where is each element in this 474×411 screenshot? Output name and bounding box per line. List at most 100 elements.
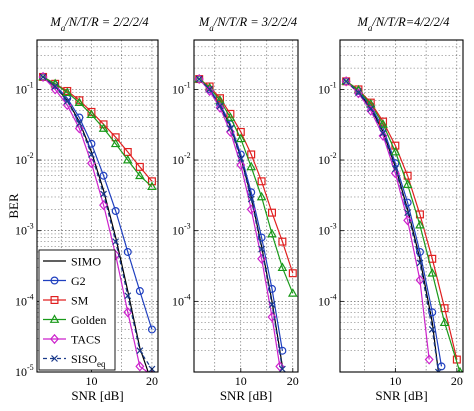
series-siso-point	[112, 238, 120, 246]
y-tick-label: 10	[318, 82, 330, 96]
x-tick-label: 20	[287, 374, 299, 388]
series-tacs-point	[50, 84, 60, 95]
series-tacs-line	[198, 78, 281, 367]
y-tick-label: 10	[318, 224, 330, 238]
y-tick-label: 10	[172, 82, 184, 96]
series-siso-point	[404, 209, 412, 217]
series-golden-point	[439, 317, 450, 327]
legend: SIMO G2 SM Golden TACS SISOeq	[38, 249, 116, 371]
series-golden-line	[42, 76, 153, 188]
series-golden-point	[415, 219, 425, 229]
series-siso-point	[258, 245, 266, 253]
series-tacs-point	[267, 311, 277, 323]
legend-golden-marker	[49, 314, 60, 323]
series-golden-point	[74, 97, 85, 107]
series-g2-point	[99, 171, 108, 180]
y-tick-label: 10	[172, 294, 184, 308]
series-golden-point	[38, 71, 48, 81]
series-sm-point	[135, 162, 144, 171]
series-golden-point	[147, 181, 157, 191]
series-tacs-point	[257, 253, 267, 264]
series-golden-point	[427, 268, 438, 277]
series-golden-point	[62, 87, 73, 97]
series-siso-point	[63, 97, 71, 105]
series-golden-point	[235, 133, 246, 143]
series-g2-point	[111, 206, 120, 215]
series-tacs-point	[215, 102, 225, 113]
series-siso-point	[88, 151, 95, 158]
series-g2-point	[428, 308, 437, 317]
y-tick-label: 10	[172, 224, 184, 238]
series-g2-point	[135, 287, 144, 296]
y-axis-label: BER	[6, 193, 21, 219]
series-g2-point	[415, 247, 424, 256]
panel-title: Ma/N/T/R = 2/2/2/4	[49, 15, 148, 33]
x-axis-label: SNR [dB]	[375, 388, 427, 403]
series-siso-point	[195, 75, 203, 83]
series-tacs-point	[424, 354, 434, 365]
panel-title: Ma/N/T/R = 3/2/2/4	[198, 15, 297, 33]
series-tacs-point	[415, 274, 425, 286]
y-tick-label: 10	[15, 82, 27, 96]
series-tacs-point	[353, 88, 363, 99]
y-tick-label: 10	[318, 294, 330, 308]
series-siso-line	[42, 76, 153, 370]
series-tacs-point	[366, 105, 376, 116]
series-golden-point	[194, 73, 205, 83]
series-g2-point	[278, 346, 287, 355]
series-siso-point	[247, 195, 255, 203]
series-sm-point	[216, 94, 225, 103]
series-g2-line	[345, 80, 443, 367]
legend-box	[38, 249, 116, 371]
series-tacs-point	[123, 307, 133, 318]
series-tacs-point	[99, 200, 109, 211]
series-golden-point	[287, 288, 298, 297]
series-sm-point	[147, 177, 156, 186]
series-tacs-point	[378, 130, 388, 141]
plot-frame	[193, 39, 299, 373]
y-tick-exponent: -1	[330, 80, 337, 89]
series-siso-point	[278, 365, 286, 372]
legend-sm-label: SM	[71, 294, 89, 308]
series-tacs-point	[135, 361, 145, 372]
series-golden-point	[122, 154, 133, 164]
series-siso-point	[216, 102, 224, 110]
series-tacs-point	[74, 123, 84, 134]
y-tick-exponent: -2	[184, 151, 191, 160]
series-siso-line	[345, 80, 439, 372]
series-siso-point	[100, 190, 107, 198]
legend-golden-label: Golden	[71, 313, 106, 327]
plot-frame	[339, 39, 464, 373]
y-tick-exponent: -4	[184, 292, 191, 301]
series-tacs-point	[236, 159, 246, 171]
series-golden-point	[341, 76, 351, 85]
series-siso-point	[379, 129, 387, 137]
grid	[194, 40, 298, 372]
series-siso-point	[136, 347, 144, 355]
y-tick-exponent: -4	[27, 292, 34, 301]
y-tick-exponent: -2	[330, 151, 337, 160]
y-tick-exponent: -2	[27, 151, 34, 160]
series-g2-point	[247, 188, 256, 197]
series-siso-line	[198, 78, 283, 370]
series-golden-point	[457, 366, 463, 372]
series-siso-point	[428, 326, 436, 333]
y-tick-exponent: -1	[27, 80, 34, 89]
series-siso-point	[39, 73, 47, 81]
x-axis-label: SNR [dB]	[71, 388, 123, 403]
panel-title: Ma/N/T/R=4/2/2/4	[356, 15, 449, 33]
series-sm-line	[198, 78, 294, 274]
x-tick-label: 20	[451, 374, 463, 388]
series-simo-line	[345, 80, 439, 372]
series-sm-point	[247, 150, 256, 159]
series-g2-line	[42, 76, 153, 330]
y-tick-exponent: -3	[184, 222, 191, 231]
series-sm-line	[345, 80, 458, 360]
y-tick-exponent: -5	[27, 363, 34, 372]
x-tick-label: 20	[146, 374, 158, 388]
series-tacs-point	[403, 215, 413, 226]
series-tacs-point	[38, 71, 48, 83]
legend-tacs-marker	[50, 333, 59, 345]
series-siso-point	[206, 85, 214, 93]
